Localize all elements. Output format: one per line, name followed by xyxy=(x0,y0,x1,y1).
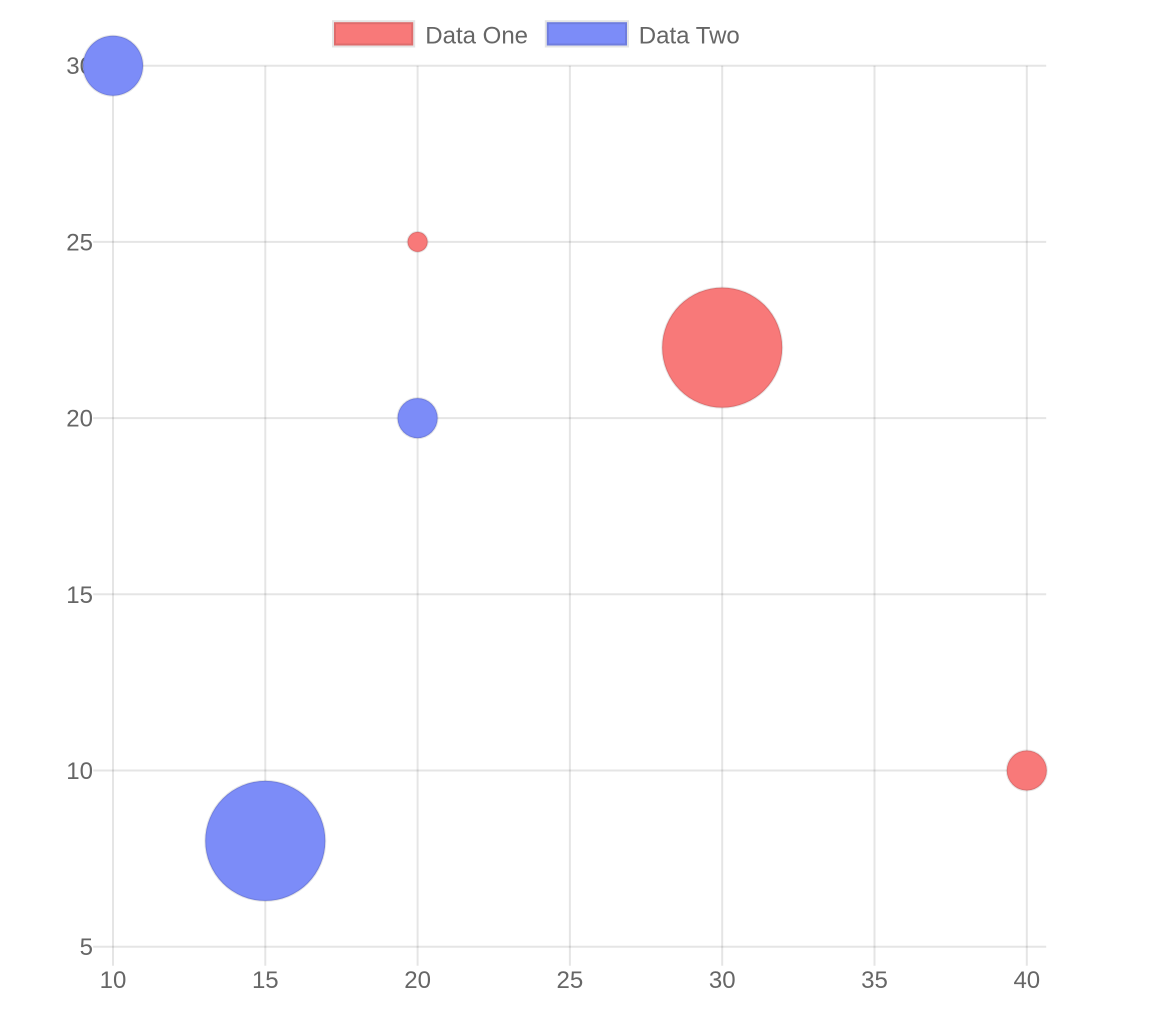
svg-text:40: 40 xyxy=(1013,967,1040,994)
svg-text:15: 15 xyxy=(66,582,93,609)
svg-text:Data One: Data One xyxy=(425,23,528,50)
svg-text:35: 35 xyxy=(861,967,888,994)
svg-text:30: 30 xyxy=(709,967,736,994)
svg-text:10: 10 xyxy=(100,967,127,994)
svg-text:25: 25 xyxy=(557,967,584,994)
svg-text:15: 15 xyxy=(252,967,279,994)
svg-text:Data Two: Data Two xyxy=(639,23,740,50)
svg-text:20: 20 xyxy=(404,967,431,994)
svg-text:10: 10 xyxy=(66,758,93,785)
svg-text:20: 20 xyxy=(66,406,93,433)
svg-text:5: 5 xyxy=(80,934,93,961)
svg-text:25: 25 xyxy=(66,229,93,256)
